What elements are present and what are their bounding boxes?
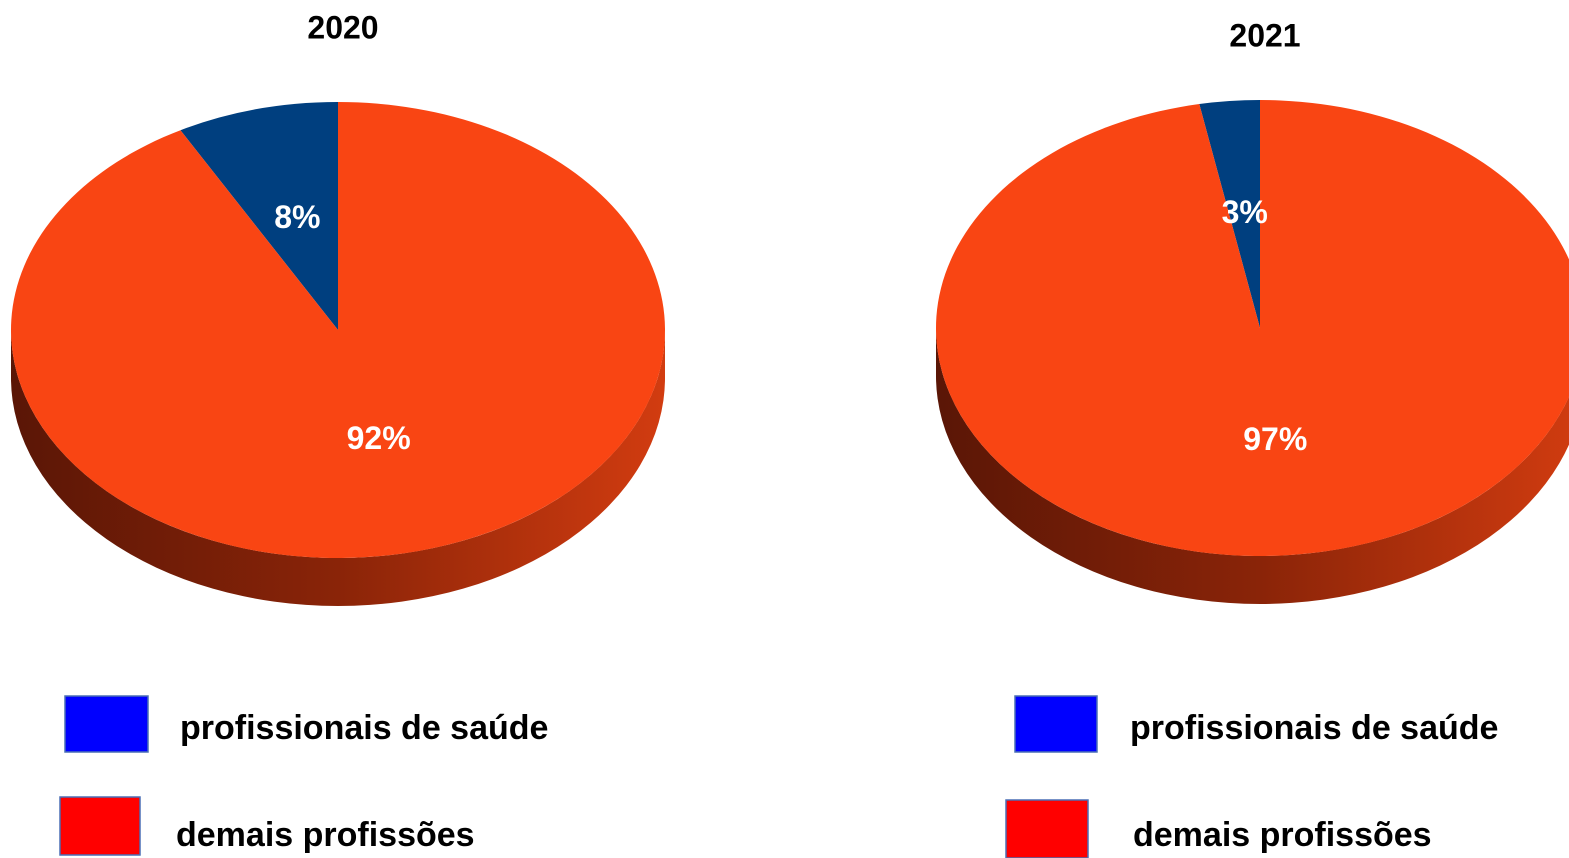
data-label: 97% bbox=[1243, 421, 1307, 457]
legend-swatch bbox=[64, 695, 149, 753]
pie-slice bbox=[10, 102, 665, 558]
data-label: 8% bbox=[274, 199, 320, 235]
pie-slice bbox=[180, 102, 338, 330]
legend-swatch bbox=[59, 796, 141, 856]
data-label: 3% bbox=[1222, 194, 1268, 230]
legend-label: demais profissões bbox=[1133, 816, 1432, 854]
pie-side bbox=[11, 330, 665, 606]
chart-title: 2021 bbox=[1229, 17, 1300, 53]
chart-title: 2020 bbox=[307, 9, 378, 45]
data-label: 92% bbox=[347, 420, 411, 456]
pie-slice bbox=[1199, 100, 1260, 328]
legend-swatch bbox=[1005, 799, 1089, 858]
pie-slice bbox=[936, 100, 1569, 556]
legend-swatch bbox=[1014, 695, 1098, 753]
pie-side bbox=[936, 328, 1569, 604]
legend-label: profissionais de saúde bbox=[1130, 709, 1498, 747]
legend-label: demais profissões bbox=[176, 816, 475, 854]
legend-label: profissionais de saúde bbox=[180, 709, 548, 747]
